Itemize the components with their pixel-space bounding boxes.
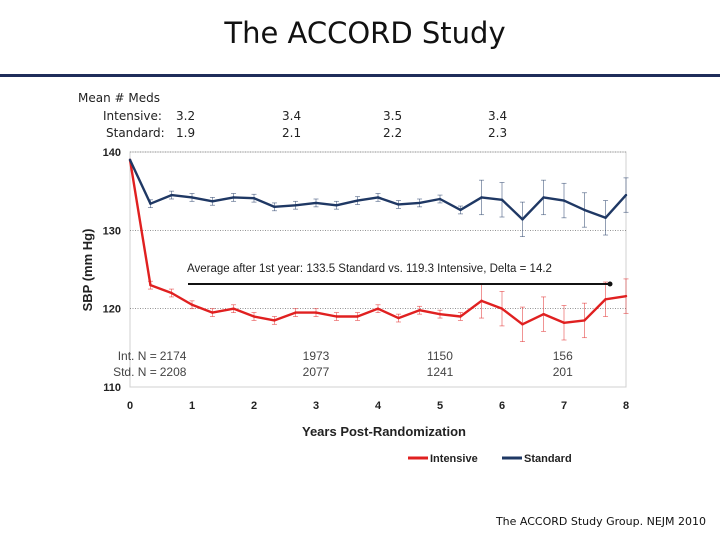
data-point (273, 319, 276, 322)
data-point (356, 315, 359, 318)
data-point (521, 218, 524, 221)
chart-annotation: Average after 1st year: 133.5 Standard v… (187, 263, 552, 275)
data-point (376, 307, 380, 310)
data-point (480, 196, 483, 199)
meds-intensive-value: 3.5 (383, 109, 403, 123)
data-point (583, 208, 586, 212)
n-row-label: Int. N = (118, 349, 157, 363)
data-point (335, 315, 338, 318)
meds-standard-value: 1.9 (176, 126, 196, 140)
data-point (542, 196, 545, 199)
data-point (170, 291, 173, 295)
data-point (604, 298, 607, 301)
n-value: 1973 (303, 349, 330, 363)
data-point (294, 204, 297, 207)
data-point (604, 216, 607, 219)
n-value: 1150 (427, 349, 453, 363)
data-point (397, 316, 400, 320)
data-point (418, 309, 421, 312)
data-point (252, 315, 256, 318)
y-tick-label: 140 (103, 147, 121, 159)
data-point (500, 307, 504, 310)
y-tick-label: 120 (103, 304, 121, 316)
x-axis-title: Years Post-Randomization (302, 424, 466, 439)
data-point (211, 311, 214, 314)
data-point (562, 321, 566, 324)
x-tick-label: 1 (189, 400, 195, 412)
y-axis-title: SBP (mm Hg) (80, 229, 95, 312)
n-value: 2174 (160, 349, 187, 363)
x-tick-label: 3 (313, 400, 319, 412)
data-point (314, 311, 318, 314)
x-tick-label: 8 (623, 400, 629, 412)
n-value: 1241 (427, 365, 454, 379)
data-point (459, 208, 462, 212)
x-tick-label: 2 (251, 400, 257, 412)
meds-standard-value: 2.3 (488, 126, 508, 140)
n-value: 201 (553, 365, 573, 379)
x-tick-label: 6 (499, 400, 505, 412)
meds-intensive-value: 3.2 (176, 109, 196, 123)
meds-standard-label: Standard: (106, 126, 165, 140)
n-value: 2208 (160, 365, 187, 379)
meds-standard-value: 2.2 (383, 126, 403, 140)
data-point (459, 315, 462, 318)
data-point (624, 193, 628, 197)
data-point (190, 196, 194, 199)
y-tick-label: 110 (103, 382, 121, 394)
series-line-intensive (128, 159, 627, 326)
data-point (542, 312, 545, 316)
data-point (190, 303, 194, 306)
data-point (273, 205, 276, 209)
data-point (397, 203, 400, 206)
x-tick-label: 0 (127, 400, 133, 412)
data-point (335, 204, 338, 207)
data-point (314, 201, 318, 205)
annotation-arrow-head (607, 281, 613, 287)
data-point (562, 199, 566, 202)
meds-header: Mean # Meds (78, 91, 160, 105)
data-point (418, 201, 421, 205)
title-divider (0, 74, 720, 77)
series-line-standard (128, 159, 627, 221)
n-row-label: Std. N = (113, 365, 157, 379)
data-point (170, 193, 173, 197)
data-point (624, 294, 628, 298)
meds-intensive-label: Intensive: (103, 109, 162, 123)
citation: The ACCORD Study Group. NEJM 2010 (495, 515, 706, 528)
data-point (294, 311, 297, 314)
meds-standard-value: 2.1 (282, 126, 302, 140)
data-point (521, 323, 524, 326)
data-point (438, 312, 442, 316)
data-point (128, 158, 132, 162)
legend-label: Standard (524, 453, 572, 465)
n-value: 2077 (303, 365, 330, 379)
x-tick-label: 5 (437, 400, 443, 412)
data-point (232, 196, 235, 199)
data-point (211, 200, 214, 203)
data-point (252, 197, 256, 200)
page-title: The ACCORD Study (224, 16, 506, 50)
x-tick-label: 4 (375, 400, 382, 412)
data-point (500, 198, 504, 201)
meds-intensive-value: 3.4 (282, 109, 302, 123)
x-tick-label: 7 (561, 400, 567, 412)
data-point (356, 199, 359, 202)
data-point (438, 197, 442, 201)
data-point (480, 299, 483, 303)
legend-label: Intensive (430, 453, 478, 465)
data-point (376, 196, 380, 199)
data-point (149, 283, 152, 287)
data-point (232, 307, 235, 310)
y-tick-label: 130 (103, 225, 121, 237)
data-point (583, 319, 586, 322)
data-point (149, 202, 152, 205)
meds-intensive-value: 3.4 (488, 109, 508, 123)
n-value: 156 (553, 349, 573, 363)
